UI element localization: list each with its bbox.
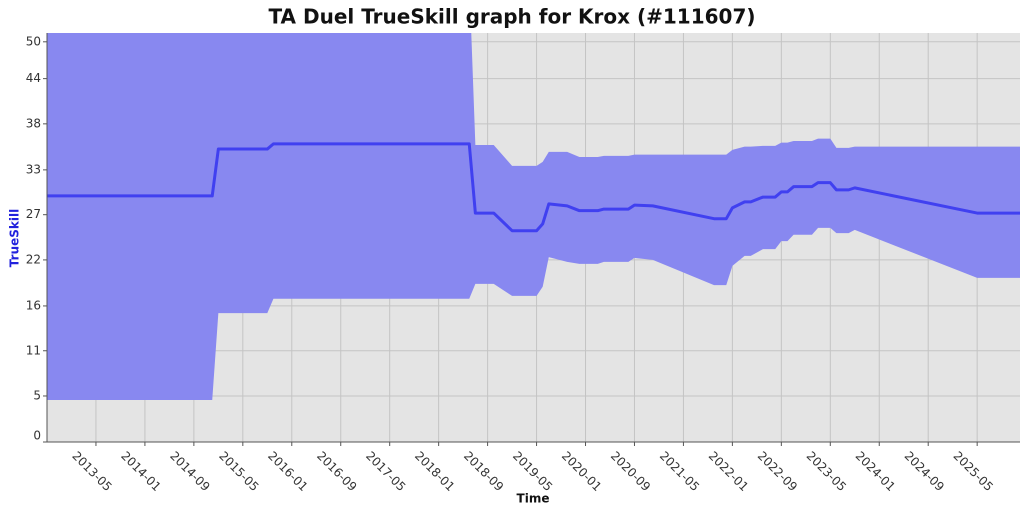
y-tick-label: 0 (33, 429, 41, 443)
x-tick-label: 2013-05 (69, 449, 114, 494)
y-axis-label: TrueSkill (8, 209, 22, 267)
x-tick-label: 2014-01 (118, 449, 163, 494)
y-tick-label: 50 (26, 34, 41, 48)
x-tick-label: 2022-01 (706, 449, 751, 494)
x-tick-label: 2019-05 (510, 449, 555, 494)
x-tick-label: 2018-09 (461, 449, 506, 494)
uncertainty-band (47, 33, 1020, 400)
chart-title: TA Duel TrueSkill graph for Krox (#11160… (268, 5, 755, 29)
x-tick-label: 2024-01 (853, 449, 898, 494)
x-tick-label: 2021-05 (657, 449, 702, 494)
y-tick-label: 44 (26, 71, 41, 85)
y-tick-label: 22 (26, 252, 41, 266)
y-tick-label: 5 (33, 388, 41, 402)
x-tick-label: 2016-09 (314, 449, 359, 494)
x-tick-label: 2022-09 (755, 449, 800, 494)
x-tick-label: 2014-09 (167, 449, 212, 494)
x-tick-label: 2017-05 (363, 449, 408, 494)
x-tick-label: 2016-01 (265, 449, 310, 494)
x-tick-label: 2020-09 (608, 449, 653, 494)
trueskill-line (47, 142, 1020, 233)
x-tick-label: 2020-01 (559, 449, 604, 494)
x-axis-label: Time (517, 492, 550, 506)
x-tick-label: 2025-05 (951, 449, 996, 494)
x-tick-label: 2023-05 (804, 449, 849, 494)
y-tick-label: 33 (26, 162, 41, 176)
y-tick-label: 27 (26, 207, 41, 221)
x-tick-label: 2018-01 (412, 449, 457, 494)
y-tick-label: 38 (26, 116, 41, 130)
x-tick-label: 2015-05 (216, 449, 261, 494)
x-tick-label: 2024-09 (902, 449, 947, 494)
y-tick-label: 16 (26, 298, 41, 312)
y-tick-label: 11 (26, 343, 41, 357)
